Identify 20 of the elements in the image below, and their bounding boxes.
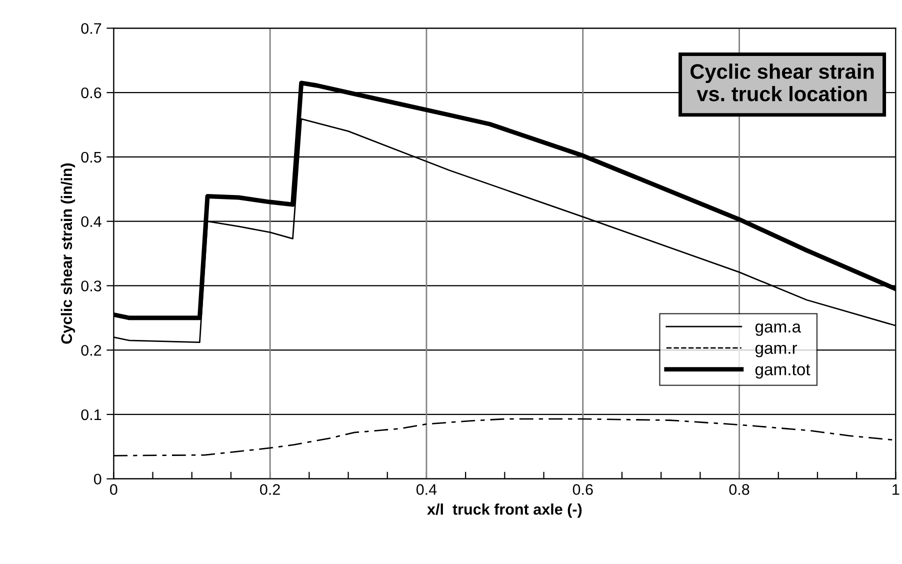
legend-label: gam.tot <box>755 364 810 379</box>
x-tick-label: 0.8 <box>729 484 750 495</box>
y-tick-label: 0.3 <box>81 280 102 292</box>
x-tick-label: 0.4 <box>416 484 437 495</box>
x-tick-label: 1 <box>892 484 900 495</box>
text: Cyclic shear strain vs. truck location <box>690 64 874 102</box>
y-tick-label: 0.7 <box>81 23 102 34</box>
x-tick-label: 0.2 <box>260 484 280 495</box>
y-axis-title: Cyclic shear strain (in/in) <box>60 163 76 344</box>
y-tick-label: 0 <box>94 474 102 485</box>
x-tick-label: 0.6 <box>572 484 593 495</box>
legend-label: gam.r <box>755 344 798 358</box>
y-tick-label: 0.6 <box>81 87 102 98</box>
y-tick-label: 0.4 <box>81 216 102 228</box>
x-tick-label: 0 <box>110 484 118 495</box>
y-tick-label: 0.2 <box>81 344 102 356</box>
x-axis-title: x/l truck front axle (-) <box>427 503 582 518</box>
y-tick-label: 0.5 <box>81 152 102 163</box>
legend-label: gam.a <box>755 323 802 336</box>
y-tick-label: 0.1 <box>81 409 102 420</box>
